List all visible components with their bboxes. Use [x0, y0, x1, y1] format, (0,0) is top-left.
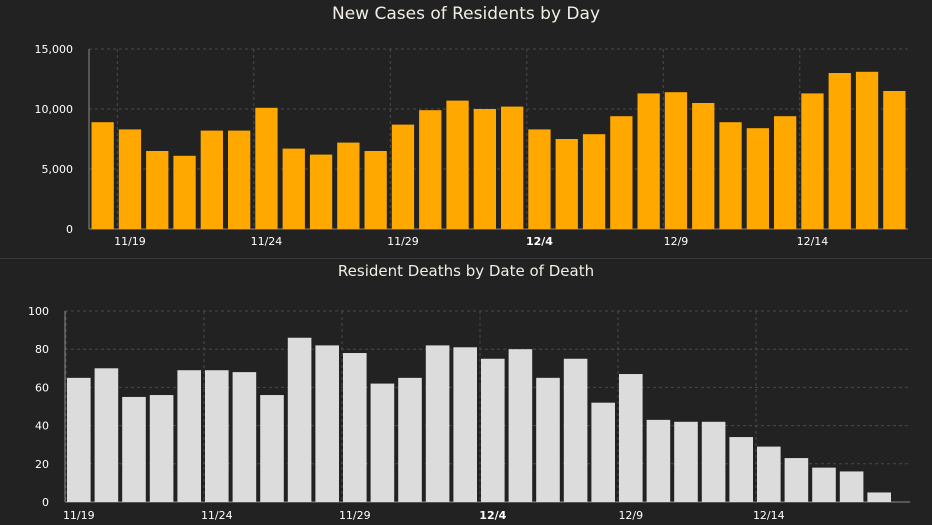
deaths-bar	[508, 349, 533, 502]
cases-bar	[610, 116, 633, 229]
deaths-bar	[398, 377, 422, 502]
deaths-x-tick-label: 11/19	[63, 509, 95, 522]
deaths-x-tick-label: 11/29	[339, 509, 371, 522]
cases-x-tick-label: 12/9	[664, 235, 689, 248]
cases-bar	[228, 130, 251, 229]
cases-bar	[555, 139, 578, 229]
cases-bar	[473, 109, 496, 229]
deaths-bar	[729, 437, 753, 502]
deaths-x-tick-label: 12/9	[618, 509, 643, 522]
deaths-x-tick-label: 11/24	[201, 509, 233, 522]
deaths-bar	[481, 358, 505, 502]
deaths-bar	[425, 345, 450, 502]
deaths-y-tick-label: 0	[42, 496, 49, 509]
cases-x-tick-label: 11/29	[387, 235, 419, 248]
deaths-bar	[260, 395, 284, 502]
deaths-bar	[701, 421, 726, 502]
deaths-bar	[205, 370, 229, 502]
deaths-bar	[315, 345, 339, 502]
cases-bar	[309, 154, 333, 229]
cases-bar	[828, 73, 851, 229]
cases-bar	[255, 107, 278, 229]
cases-bar	[582, 134, 606, 229]
deaths-y-tick-label: 40	[35, 420, 49, 433]
deaths-bar	[287, 337, 312, 502]
cases-chart-title: New Cases of Residents by Day	[332, 4, 600, 24]
deaths-bar	[591, 402, 615, 502]
cases-y-tick-label: 5,000	[42, 163, 74, 176]
cases-bar	[528, 129, 551, 229]
deaths-bar	[646, 419, 671, 502]
cases-chart-panel: 0 5,000 10,000 15,000 11/19 11/24 11/29 12/4 12/…	[0, 0, 932, 258]
deaths-bar	[757, 446, 781, 502]
deaths-chart-panel: 0 20 40 60 80 100 11/19 11/24 11/29 12/4 12/9 12/14…	[0, 258, 932, 525]
cases-bar	[146, 151, 169, 229]
cases-bar	[692, 103, 715, 229]
deaths-bar	[867, 492, 891, 502]
cases-x-tick-label: 12/4	[526, 235, 553, 248]
cases-bar	[637, 93, 660, 230]
cases-y-tick-label: 15,000	[35, 43, 74, 56]
cases-y-tick-label: 10,000	[35, 103, 74, 116]
cases-bar	[855, 71, 879, 229]
deaths-y-tick-label: 80	[35, 343, 49, 356]
deaths-bar	[343, 353, 367, 502]
deaths-bar	[149, 395, 174, 502]
cases-bar	[91, 122, 114, 229]
deaths-x-tick-label: 12/4	[479, 509, 506, 522]
cases-x-tick-label: 12/14	[797, 235, 829, 248]
cases-x-tick-label: 11/24	[251, 235, 283, 248]
cases-bar	[337, 142, 360, 229]
cases-bar	[774, 116, 797, 229]
deaths-y-tick-label: 60	[35, 381, 49, 394]
cases-x-tick-label: 11/19	[114, 235, 146, 248]
cases-bar	[118, 129, 142, 229]
deaths-bar	[67, 377, 91, 502]
deaths-bar	[122, 396, 146, 502]
deaths-bar	[812, 467, 836, 502]
deaths-y-tick-label: 20	[35, 458, 49, 471]
deaths-bar	[674, 421, 698, 502]
deaths-bar	[232, 372, 257, 502]
deaths-chart: 0 20 40 60 80 100 11/19 11/24 11/29 12/4 12/9 12/14	[28, 305, 910, 522]
cases-bar	[282, 148, 305, 229]
deaths-bar	[563, 358, 588, 502]
cases-chart: 0 5,000 10,000 15,000 11/19 11/24 11/29 12/4 12/…	[35, 43, 908, 248]
cases-bar	[391, 124, 415, 229]
cases-bar	[746, 128, 769, 229]
deaths-bar	[536, 377, 560, 502]
cases-bar	[664, 92, 688, 229]
cases-bar	[501, 106, 524, 229]
cases-bar	[419, 110, 442, 229]
cases-bar	[173, 155, 196, 229]
cases-bar	[719, 122, 742, 229]
deaths-bar	[453, 347, 477, 502]
cases-bar	[801, 93, 824, 230]
deaths-bar	[370, 383, 395, 502]
deaths-bar	[839, 471, 864, 502]
cases-bar	[883, 91, 906, 229]
deaths-bar	[177, 370, 201, 502]
cases-y-tick-label: 0	[66, 223, 73, 236]
deaths-bar	[94, 368, 119, 502]
deaths-chart-title: Resident Deaths by Date of Death	[337, 262, 595, 280]
deaths-y-tick-label: 100	[28, 305, 49, 318]
deaths-x-tick-label: 12/14	[753, 509, 785, 522]
deaths-bar	[784, 458, 809, 502]
cases-bar	[364, 151, 387, 229]
cases-bar	[200, 130, 223, 229]
deaths-bar	[619, 374, 643, 502]
cases-bar	[446, 100, 469, 229]
